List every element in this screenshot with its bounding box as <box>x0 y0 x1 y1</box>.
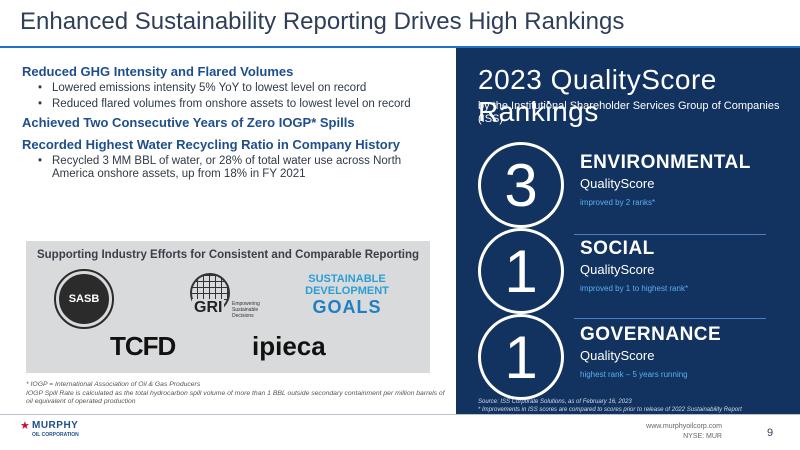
section-heading-ghg: Reduced GHG Intensity and Flared Volumes <box>22 64 294 79</box>
rank-category: ENVIRONMENTAL <box>580 152 751 173</box>
tcfd-logo: TCFD <box>110 331 176 361</box>
page-title: Enhanced Sustainability Reporting Drives… <box>20 8 625 35</box>
rankings-panel: 2023 QualityScore Rankings by the Instit… <box>456 48 800 414</box>
rank-category: GOVERNANCE <box>580 324 722 345</box>
list-item: Lowered emissions intensity 5% YoY to lo… <box>22 82 442 95</box>
title-divider <box>0 46 800 48</box>
footnotes: * IOGP = International Association of Oi… <box>26 381 446 407</box>
sasb-logo: SASB <box>54 269 114 329</box>
ipieca-logo: ipieca <box>252 331 326 361</box>
gri-logo: GRI Empowering Sustainable Decisions <box>190 273 270 323</box>
company-subtitle: OIL CORPORATION <box>32 432 79 438</box>
rank-note: highest rank – 5 years running <box>580 370 688 379</box>
rank-number: 3 <box>478 142 564 228</box>
rank-note: improved by 1 to highest rank* <box>580 284 689 293</box>
ranking-social: 1 SOCIAL QualityScore improved by 1 to h… <box>478 228 798 314</box>
sdg-logo: SUSTAINABLE DEVELOPMENT GOALS <box>292 273 402 317</box>
water-bullets: Recycled 3 MM BBL of water, or 28% of to… <box>22 155 442 181</box>
gri-tagline: Empowering Sustainable Decisions <box>232 301 260 319</box>
rankings-title: 2023 QualityScore Rankings <box>478 64 717 127</box>
page-number: 9 <box>767 427 774 439</box>
gri-logo-text: GRI <box>192 299 225 317</box>
sdg-line1: SUSTAINABLE <box>308 273 386 285</box>
footer-info: www.murphyoilcorp.com NYSE: MUR <box>646 422 722 442</box>
list-item: Reduced flared volumes from onshore asse… <box>22 98 442 111</box>
supporting-efforts-title: Supporting Industry Efforts for Consiste… <box>36 249 420 261</box>
source-note: * Improvements in ISS scores are compare… <box>478 407 742 413</box>
highlights-section: Reduced GHG Intensity and Flared Volumes… <box>22 64 442 185</box>
rank-category: SOCIAL <box>580 238 655 259</box>
ticker: NYSE: MUR <box>683 433 722 440</box>
footnote-spill-rate: IOGP Spill Rate is calculated as the tot… <box>26 389 445 406</box>
ghg-bullets: Lowered emissions intensity 5% YoY to lo… <box>22 82 442 111</box>
source-line: Source: ISS Corporate Solutions, as of F… <box>478 399 632 405</box>
sdg-line2: DEVELOPMENT <box>305 285 389 297</box>
star-icon: ★ <box>20 420 30 432</box>
ranking-divider <box>574 318 766 319</box>
ranking-divider <box>574 234 766 235</box>
rankings-source: Source: ISS Corporate Solutions, as of F… <box>478 398 798 414</box>
section-heading-spills: Achieved Two Consecutive Years of Zero I… <box>22 115 355 130</box>
ranking-environmental: 3 ENVIRONMENTAL QualityScore improved by… <box>478 142 798 228</box>
rankings-subtitle: by the Institutional Shareholder Service… <box>478 100 780 125</box>
rank-number: 1 <box>478 228 564 314</box>
supporting-efforts-box: Supporting Industry Efforts for Consiste… <box>26 241 430 373</box>
ranking-governance: 1 GOVERNANCE QualityScore highest rank –… <box>478 314 798 400</box>
sdg-line3: GOALS <box>312 297 382 317</box>
sasb-logo-text: SASB <box>68 293 100 305</box>
website-link[interactable]: www.murphyoilcorp.com <box>646 423 722 430</box>
rank-label: QualityScore <box>580 262 655 277</box>
rank-note: improved by 2 ranks* <box>580 198 656 207</box>
rank-number: 1 <box>478 314 564 400</box>
company-name: MURPHY <box>32 420 79 431</box>
footer-divider <box>0 414 800 415</box>
rank-label: QualityScore <box>580 176 655 191</box>
section-heading-water: Recorded Highest Water Recycling Ratio i… <box>22 137 401 152</box>
rank-label: QualityScore <box>580 348 655 363</box>
list-item: Recycled 3 MM BBL of water, or 28% of to… <box>22 155 442 181</box>
footnote-iogp: * IOGP = International Association of Oi… <box>26 381 201 388</box>
